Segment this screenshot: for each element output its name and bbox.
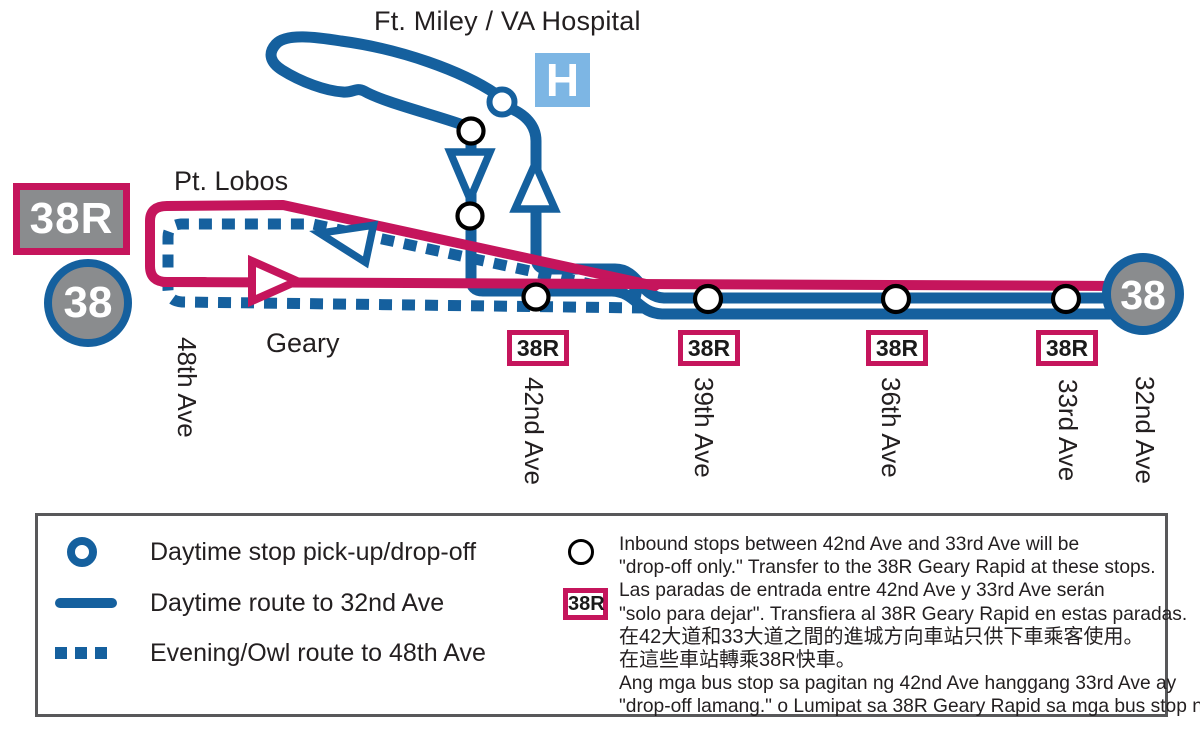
note-en-1: Inbound stops between 42nd Ave and 33rd … (619, 534, 1080, 555)
route-ft-miley-loop (265, 31, 502, 131)
note-tl-2: "drop-off lamang." o Lumipat sa 38R Gear… (619, 696, 1200, 718)
route-rapid-mainline (158, 277, 1127, 291)
route-map-canvas: 38 (145, 31, 1184, 335)
note-es-2: "solo para dejar". Transfiera al 38R Gea… (619, 603, 1188, 625)
avenue-label-36th: 36th Ave (876, 377, 906, 478)
note-es-1: Las paradas de entrada entre 42nd Ave y … (619, 580, 1105, 602)
avenue-label-33rd: 33rd Ave (1053, 379, 1083, 482)
avenue-label-39th: 39th Ave (689, 377, 719, 478)
legend-daytime-route-label: Daytime route to 32nd Ave (150, 589, 445, 617)
stop-33rd-ave (1050, 283, 1082, 315)
stop-dropoff-upper (456, 116, 486, 146)
terminus-38-circle (1102, 253, 1184, 335)
arrow-southbound-icon (444, 148, 496, 209)
stop-39th-ave (692, 283, 724, 315)
legend-box: Daytime stop pick-up/drop-off Daytime ro… (35, 513, 1200, 717)
rapid-badge-39th: 38R (678, 330, 740, 366)
stop-va-hospital (486, 86, 518, 118)
rapid-badge-33rd: 38R (1036, 330, 1098, 366)
note-en-2: "drop-off only." Transfer to the 38R Gea… (619, 557, 1156, 579)
route-38r-badge: 38R (13, 183, 130, 255)
note-tl-1: Ang mga bus stop sa pagitan ng 42nd Ave … (619, 673, 1177, 695)
legend-daytime-stop-label: Daytime stop pick-up/drop-off (150, 538, 477, 566)
map-title: Ft. Miley / VA Hospital (374, 6, 641, 36)
arrow-westbound-owl-icon (309, 220, 379, 269)
terminus-38-label: 38 (1120, 272, 1166, 318)
geary-label: Geary (266, 328, 340, 358)
legend-evening-owl-label: Evening/Owl route to 48th Ave (150, 639, 486, 667)
hospital-icon: H (535, 53, 590, 107)
pt-lobos-label: Pt. Lobos (174, 166, 289, 196)
route-evening-owl-dashed (162, 218, 652, 314)
note-zh-1: 在42大道和33大道之間的進城方向車站只供下車乘客使用。 (619, 625, 1144, 648)
arrow-northbound-icon (509, 154, 561, 213)
daytime-route-line-icon (55, 598, 117, 608)
note-zh-2: 在這些車站轉乘38R快車。 (619, 649, 856, 672)
dropoff-stop-icon (568, 539, 594, 565)
arrow-eastbound-rapid-icon (248, 254, 307, 308)
route-38-badge: 38 (44, 259, 132, 347)
route-rapid-loop (145, 200, 660, 291)
avenue-label-48th: 48th Ave (172, 337, 202, 438)
rapid-badge-42nd: 38R (507, 330, 569, 366)
stop-dropoff-lower (455, 201, 485, 231)
legend-38r-badge: 38R (563, 588, 608, 620)
avenue-label-42nd: 42nd Ave (519, 377, 549, 485)
stop-36th-ave (880, 283, 912, 315)
avenue-label-32nd: 32nd Ave (1130, 376, 1160, 484)
daytime-stop-icon (67, 537, 97, 567)
stop-42nd-ave (521, 282, 551, 312)
evening-owl-route-line-icon (55, 647, 107, 659)
rapid-badge-36th: 38R (866, 330, 928, 366)
legend-notes: Inbound stops between 42nd Ave and 33rd … (619, 533, 1200, 719)
